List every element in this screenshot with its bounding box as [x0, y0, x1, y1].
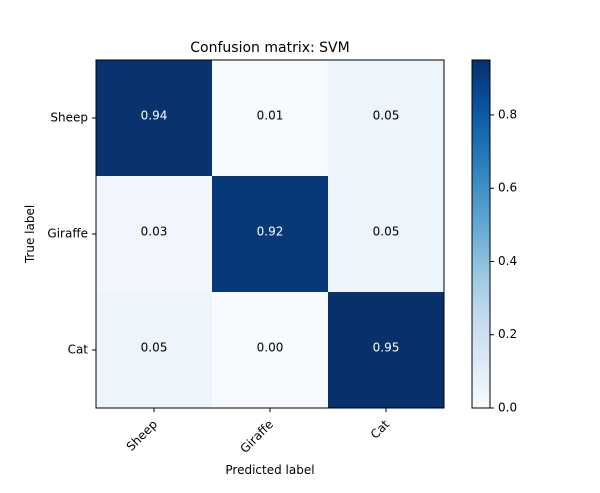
colorbar-tick-label-0: 0.0: [498, 401, 517, 415]
cell-value-label-0-2: 0.05: [373, 109, 400, 123]
cell-value-label-1-2: 0.05: [373, 225, 400, 239]
y-tick-label-1: Giraffe: [47, 227, 88, 241]
heatmap-cell-2-0: [96, 292, 213, 409]
colorbar-tick-label-2: 0.4: [498, 254, 517, 268]
y-axis-label: True label: [23, 205, 37, 264]
colorbar-tick-label-1: 0.2: [498, 327, 517, 341]
cell-value-label-2-0: 0.05: [141, 341, 168, 355]
colorbar-tick-label-4: 0.8: [498, 107, 517, 121]
heatmap-cell-1-0: [96, 176, 213, 293]
cell-value-label-1-1: 0.92: [257, 225, 284, 239]
cell-value-label-1-0: 0.03: [141, 225, 168, 239]
colorbar-tick-label-3: 0.6: [498, 181, 517, 195]
y-tick-label-2: Cat: [68, 343, 89, 357]
heatmap-cell-0-1: [212, 60, 329, 177]
cell-value-label-0-0: 0.94: [141, 109, 168, 123]
y-axis: Sheep Giraffe Cat: [47, 111, 96, 357]
heatmap-cell-2-1: [212, 292, 329, 409]
heatmap-cell-0-0: [96, 60, 213, 177]
cell-value-label-0-1: 0.01: [257, 109, 284, 123]
colorbar-gradient: [472, 60, 490, 408]
x-tick-label-0: Sheep: [124, 417, 160, 453]
heatmap-cell-0-2: [328, 60, 445, 177]
heatmap-cell-2-2: [328, 292, 445, 409]
x-tick-label-1: Giraffe: [238, 417, 277, 456]
colorbar-frame: [471, 59, 491, 409]
heatmap-cell-1-1: [212, 176, 329, 293]
x-tick-label-2: Cat: [368, 417, 393, 442]
heatmap-cells: 0.94 0.01 0.05 0.03 0.92 0.05 0.05 0.00 0.95: [96, 60, 445, 409]
chart-title: Confusion matrix: SVM: [190, 40, 349, 56]
cell-value-label-2-1: 0.00: [257, 341, 284, 355]
cell-value-label-2-2: 0.95: [373, 341, 400, 355]
x-axis-label: Predicted label: [225, 463, 314, 477]
heatmap-cell-1-2: [328, 176, 445, 293]
y-tick-label-0: Sheep: [50, 111, 88, 125]
colorbar: 0.0 0.2 0.4 0.6 0.8: [471, 59, 517, 415]
colorbar-ticks: 0.0 0.2 0.4 0.6 0.8: [490, 107, 517, 415]
x-axis: Sheep Giraffe Cat: [124, 408, 393, 456]
